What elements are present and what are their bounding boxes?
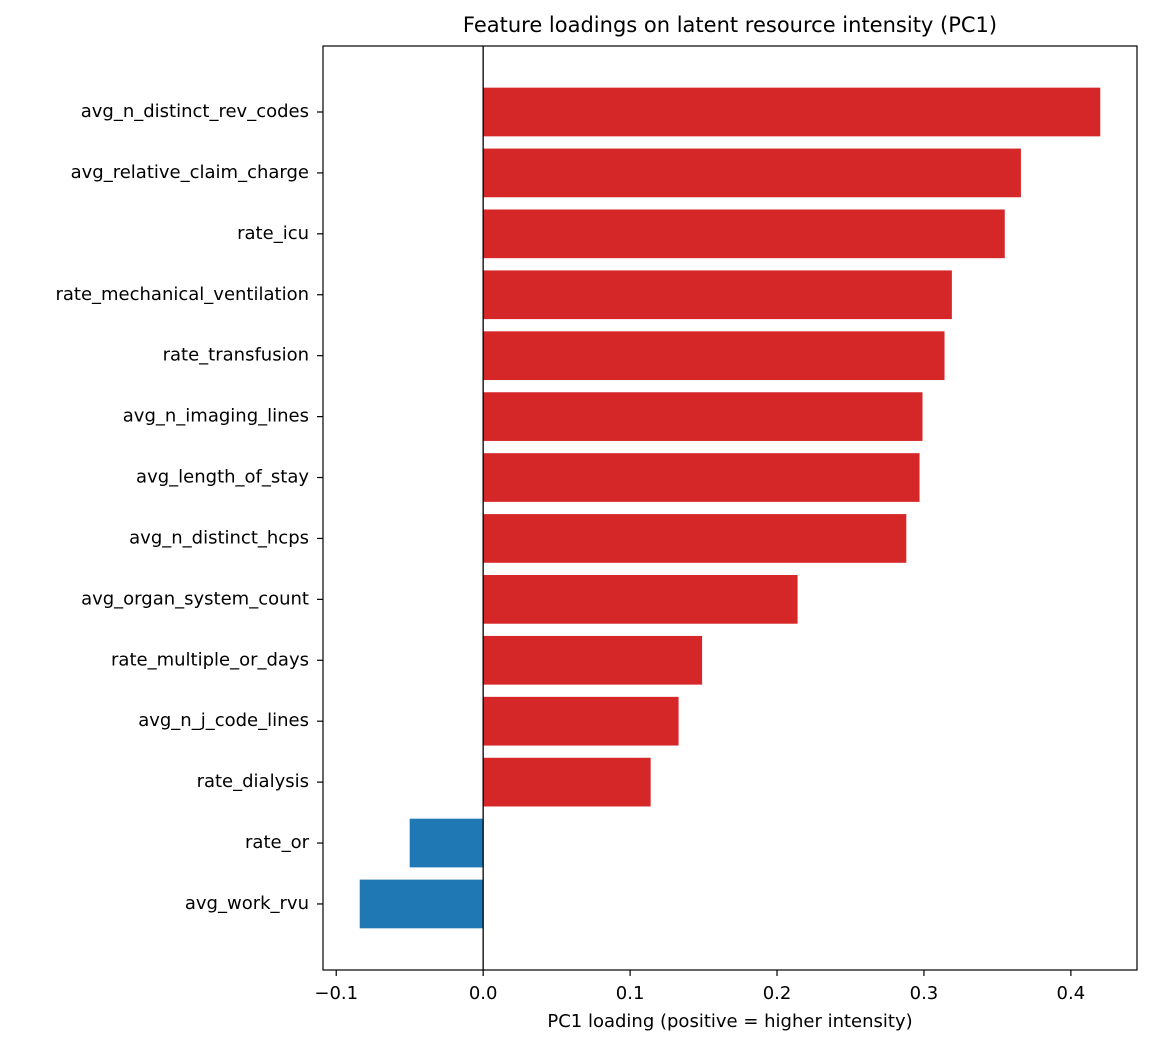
- y-tick-label: avg_n_j_code_lines: [138, 710, 309, 731]
- y-tick-label: rate_multiple_or_days: [111, 649, 309, 670]
- x-tick-label: 0.4: [1057, 983, 1086, 1004]
- x-axis-label: PC1 loading (positive = higher intensity…: [547, 1011, 912, 1032]
- x-tick-label: 0.0: [469, 983, 498, 1004]
- x-tick-label: 0.3: [910, 983, 939, 1004]
- bar: [483, 635, 703, 685]
- bar: [483, 575, 798, 624]
- bar: [483, 757, 651, 807]
- y-tick-label: rate_dialysis: [197, 771, 309, 792]
- y-tick-label: avg_n_distinct_rev_codes: [81, 101, 309, 122]
- y-tick-label: avg_n_imaging_lines: [123, 406, 309, 427]
- chart-title: Feature loadings on latent resource inte…: [463, 13, 997, 37]
- x-tick-label: 0.1: [616, 983, 645, 1004]
- x-tick-label: −0.1: [314, 983, 358, 1004]
- bar: [483, 331, 945, 381]
- bar: [483, 148, 1021, 198]
- bar: [483, 453, 920, 502]
- y-tick-label: rate_mechanical_ventilation: [55, 284, 309, 305]
- x-tick-label: 0.2: [763, 983, 792, 1004]
- bar: [409, 818, 484, 868]
- y-tick-label: avg_n_distinct_hcps: [129, 527, 309, 548]
- y-tick-label: avg_relative_claim_charge: [71, 162, 309, 183]
- y-tick-label: rate_transfusion: [163, 345, 309, 366]
- bar: [483, 696, 679, 746]
- bar: [483, 87, 1101, 137]
- bar: [483, 270, 952, 320]
- y-tick-label: avg_work_rvu: [185, 893, 309, 914]
- bar: [483, 514, 907, 563]
- bar: [359, 879, 484, 929]
- y-tick-label: rate_or: [245, 832, 310, 853]
- y-tick-label: avg_organ_system_count: [81, 588, 309, 609]
- y-tick-label: rate_icu: [237, 223, 309, 244]
- plot-frame: [322, 45, 1138, 971]
- y-tick-label: avg_length_of_stay: [136, 467, 309, 488]
- bar: [483, 209, 1005, 259]
- bar: [483, 392, 923, 441]
